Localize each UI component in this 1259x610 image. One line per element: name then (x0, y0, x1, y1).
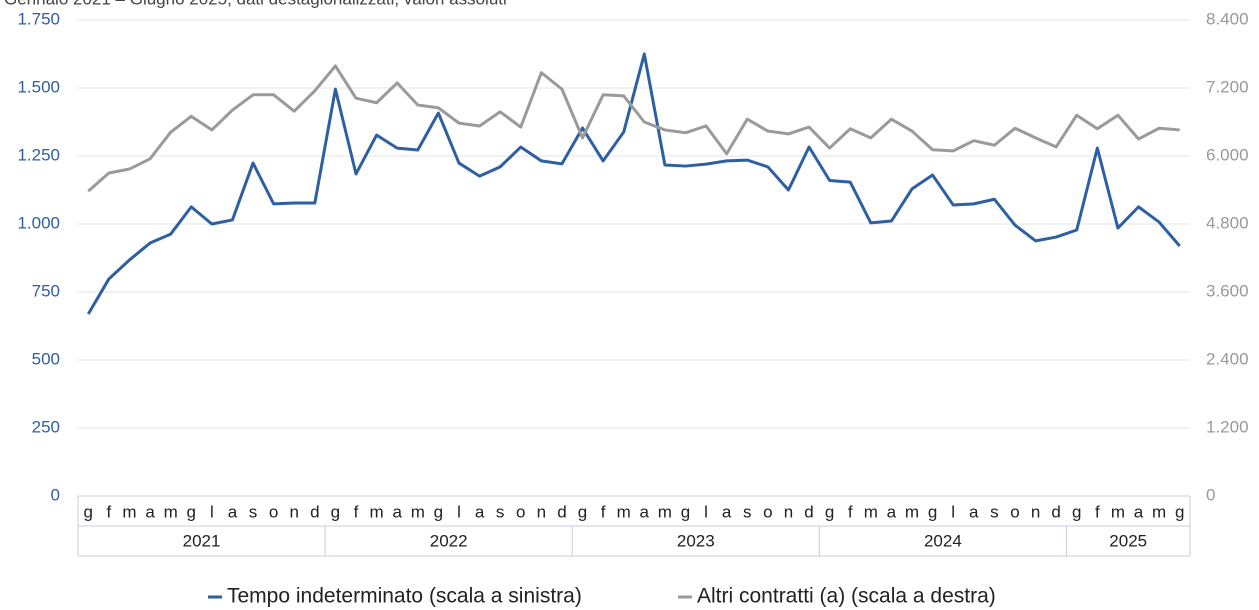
x-tick-label: o (1010, 502, 1019, 521)
series-line (87, 64, 1180, 193)
x-tick-label: g (825, 502, 834, 521)
x-tick-label: n (784, 502, 793, 521)
x-tick-label: l (704, 502, 708, 521)
x-tick-label: g (681, 502, 690, 521)
year-label: 2024 (924, 531, 962, 550)
y2-tick-label: 3.600 (1206, 281, 1249, 300)
x-tick-label: d (310, 502, 319, 521)
x-tick-label: m (411, 502, 425, 521)
y2-tick-label: 0 (1206, 485, 1215, 504)
x-tick-label: n (537, 502, 546, 521)
y-tick-label: 1.250 (17, 145, 60, 164)
x-tick-label: g (187, 502, 196, 521)
x-tick-label: d (557, 502, 566, 521)
x-tick-label: m (122, 502, 136, 521)
x-tick-label: a (392, 502, 402, 521)
x-tick-label: m (1152, 502, 1166, 521)
x-tick-label: d (1051, 502, 1060, 521)
x-tick-label: n (289, 502, 298, 521)
series-line (87, 52, 1181, 315)
x-tick-label: f (601, 502, 606, 521)
y2-tick-label: 4.800 (1206, 213, 1249, 232)
y-tick-label: 500 (32, 349, 60, 368)
x-tick-label: g (84, 502, 93, 521)
x-tick-label: g (578, 502, 587, 521)
x-tick-label: n (1031, 502, 1040, 521)
x-tick-label: l (951, 502, 955, 521)
x-tick-label: m (1111, 502, 1125, 521)
y2-tick-label: 6.000 (1206, 145, 1249, 164)
x-tick-label: l (457, 502, 461, 521)
x-tick-label: m (658, 502, 672, 521)
y-tick-label: 1.500 (17, 77, 60, 96)
x-tick-label: d (804, 502, 813, 521)
y-tick-label: 250 (32, 417, 60, 436)
x-tick-label: a (969, 502, 979, 521)
x-tick-label: s (743, 502, 752, 521)
x-tick-label: m (864, 502, 878, 521)
x-tick-label: a (1134, 502, 1144, 521)
chart-subtitle: Gennaio 2021 – Giugno 2025, dati destagi… (4, 0, 507, 8)
y-tick-label: 0 (51, 485, 60, 504)
x-tick-label: f (1095, 502, 1100, 521)
x-tick-label: m (370, 502, 384, 521)
x-tick-label: g (434, 502, 443, 521)
year-label: 2021 (183, 531, 221, 550)
x-tick-label: a (722, 502, 732, 521)
x-tick-label: s (496, 502, 505, 521)
x-tick-label: s (249, 502, 258, 521)
y-tick-label: 1.750 (17, 9, 60, 28)
x-tick-label: s (990, 502, 999, 521)
year-label: 2023 (677, 531, 715, 550)
x-tick-label: o (763, 502, 772, 521)
x-tick-label: f (848, 502, 853, 521)
x-tick-label: a (640, 502, 650, 521)
y2-tick-label: 1.200 (1206, 417, 1249, 436)
x-tick-label: l (210, 502, 214, 521)
x-tick-label: o (516, 502, 525, 521)
x-tick-label: f (354, 502, 359, 521)
legend-label: Tempo indeterminato (scala a sinistra) (227, 585, 582, 608)
y2-tick-label: 8.400 (1206, 9, 1249, 28)
y2-tick-label: 2.400 (1206, 349, 1249, 368)
x-tick-label: a (145, 502, 155, 521)
x-tick-label: o (269, 502, 278, 521)
legend-label: Altri contratti (a) (scala a destra) (697, 585, 996, 608)
x-tick-label: g (928, 502, 937, 521)
year-label: 2022 (430, 531, 468, 550)
x-tick-label: a (475, 502, 485, 521)
x-tick-label: m (617, 502, 631, 521)
y-tick-label: 750 (32, 281, 60, 300)
x-tick-label: f (107, 502, 112, 521)
x-tick-label: a (228, 502, 238, 521)
x-tick-label: g (331, 502, 340, 521)
x-tick-label: g (1072, 502, 1081, 521)
y-tick-label: 1.000 (17, 213, 60, 232)
x-tick-label: a (887, 502, 897, 521)
x-tick-label: m (905, 502, 919, 521)
y2-tick-label: 7.200 (1206, 77, 1249, 96)
year-label: 2025 (1109, 531, 1147, 550)
x-tick-label: g (1175, 502, 1184, 521)
x-tick-label: m (164, 502, 178, 521)
